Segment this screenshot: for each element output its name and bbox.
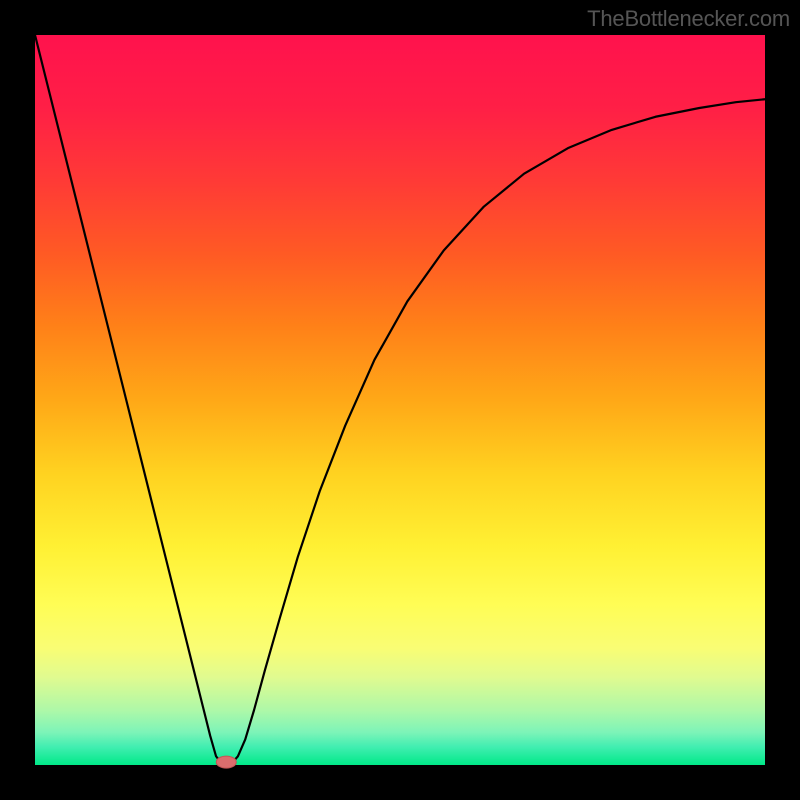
chart-container: TheBottlenecker.com <box>0 0 800 800</box>
optimal-marker <box>216 756 236 768</box>
chart-svg <box>0 0 800 800</box>
watermark-text: TheBottlenecker.com <box>587 6 790 32</box>
plot-background <box>35 35 765 765</box>
